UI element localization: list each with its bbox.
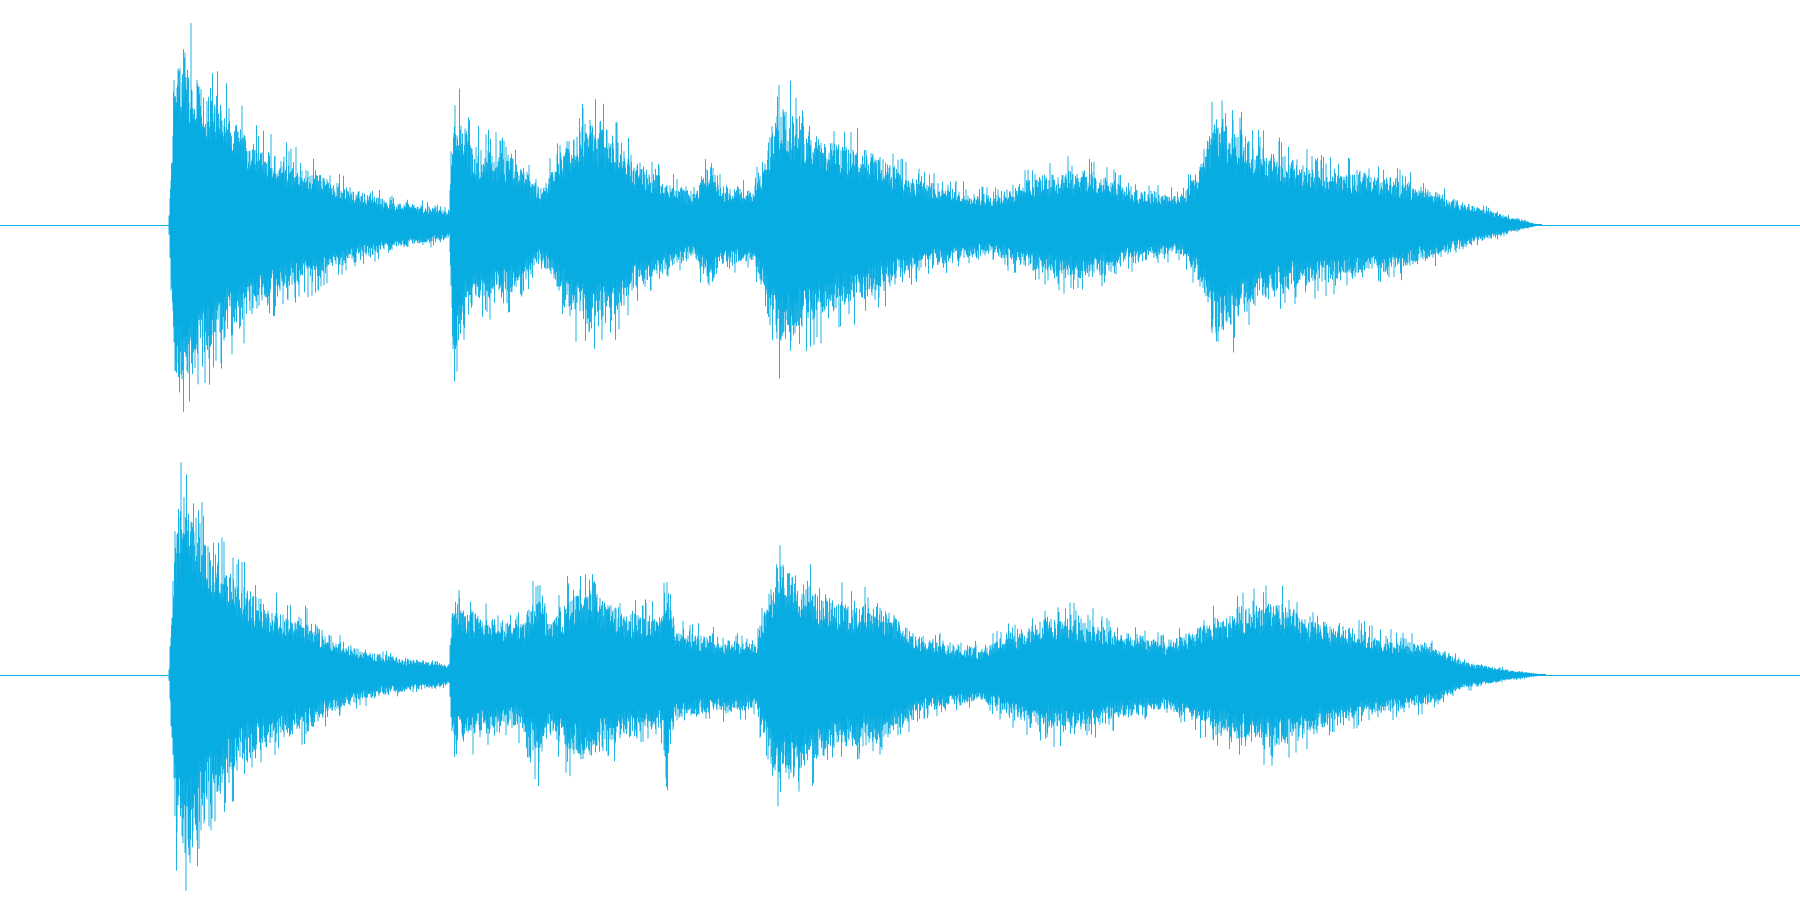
channel-1-waveform bbox=[0, 23, 1800, 412]
waveform-signal bbox=[168, 23, 1542, 412]
waveform-signal bbox=[168, 462, 1546, 891]
channel-2-waveform bbox=[0, 462, 1800, 891]
